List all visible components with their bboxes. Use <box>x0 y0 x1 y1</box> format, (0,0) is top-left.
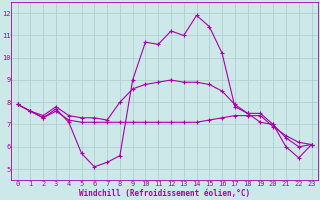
X-axis label: Windchill (Refroidissement éolien,°C): Windchill (Refroidissement éolien,°C) <box>79 189 250 198</box>
